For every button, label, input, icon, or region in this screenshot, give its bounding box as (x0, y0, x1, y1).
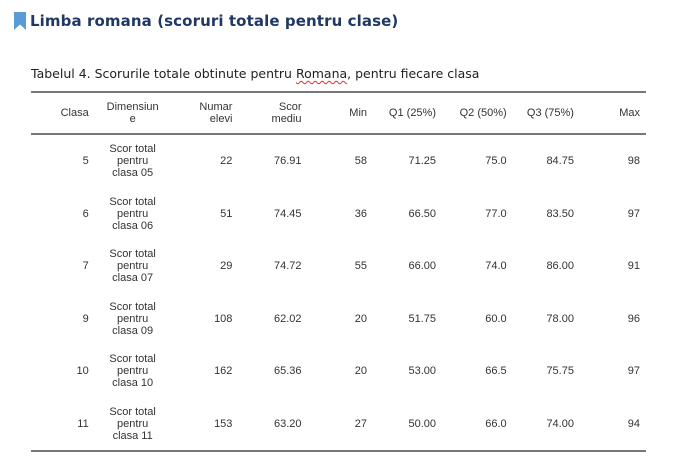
cell-max: 96 (627, 312, 640, 325)
cell-q1: 71.25 (408, 155, 436, 168)
cell-dimensiune: Scor total pentru clasa 10 (109, 353, 156, 390)
cell-q2: 77.0 (485, 207, 507, 220)
cell-max: 98 (627, 155, 640, 168)
cell-q1: 53.00 (408, 365, 436, 378)
cell-numar-elevi: 162 (214, 365, 233, 378)
cell-min: 36 (354, 207, 368, 220)
section-heading: Limba romana (scoruri totale pentru clas… (14, 12, 398, 30)
cell-q3: 86.00 (546, 260, 574, 273)
cell-scor-mediu: 76.91 (273, 155, 302, 168)
cell-dimensiune: Scor total pentru clasa 09 (109, 300, 156, 337)
header-dimensiune: Dimensiun e (106, 101, 159, 125)
caption-prefix: Tabelul 4. Scorurile totale obtinute pen… (31, 66, 296, 81)
cell-q3: 84.75 (546, 155, 574, 168)
header-min: Min (349, 107, 368, 119)
cell-scor-mediu: 65.36 (273, 365, 302, 378)
cell-clasa: 11 (77, 417, 89, 430)
cell-numar-elevi: 108 (214, 312, 233, 325)
cell-max: 91 (627, 260, 640, 273)
bookmark-icon (14, 12, 26, 30)
table-row: 6 Scor total pentru clasa 06 51 74.45 36 6… (31, 188, 646, 241)
table-row: 5 Scor total pentru clasa 05 22 76.91 58 7… (31, 134, 646, 188)
cell-clasa: 7 (82, 260, 89, 273)
header-scor-mediu: Scor mediu (271, 101, 302, 125)
cell-numar-elevi: 51 (220, 207, 233, 220)
cell-dimensiune: Scor total pentru clasa 06 (109, 195, 156, 232)
scores-table: Clasa Dimensiun e Numar elevi Scor mediu Mi… (31, 91, 646, 452)
cell-numar-elevi: 22 (220, 155, 233, 168)
cell-q1: 66.50 (408, 207, 436, 220)
cell-clasa: 10 (76, 365, 89, 378)
cell-scor-mediu: 63.20 (273, 417, 302, 430)
cell-scor-mediu: 74.72 (273, 260, 302, 273)
table-row: 10 Scor total pentru clasa 10 162 65.36 20… (31, 345, 646, 398)
table-caption: Tabelul 4. Scorurile totale obtinute pen… (31, 66, 479, 81)
cell-q1: 51.75 (408, 312, 436, 325)
cell-q1: 66.00 (408, 260, 436, 273)
cell-q2: 60.0 (485, 312, 507, 325)
header-numar-elevi: Numar elevi (199, 101, 233, 125)
cell-dimensiune: Scor total pentru clasa 07 (109, 248, 156, 285)
cell-clasa: 5 (82, 155, 89, 168)
cell-min: 55 (354, 260, 368, 273)
cell-q3: 78.00 (546, 312, 574, 325)
cell-min: 20 (354, 312, 368, 325)
cell-scor-mediu: 74.45 (273, 207, 302, 220)
cell-q2: 75.0 (485, 155, 507, 168)
caption-suffix: , pentru fiecare clasa (347, 66, 480, 81)
cell-q1: 50.00 (408, 417, 436, 430)
cell-clasa: 6 (82, 207, 89, 220)
table-row: 9 Scor total pentru clasa 09 108 62.02 20 … (31, 293, 646, 346)
header-q2: Q2 (50%) (459, 107, 507, 119)
cell-max: 97 (627, 207, 640, 220)
heading-title: Limba romana (scoruri totale pentru clas… (30, 12, 399, 30)
cell-q2: 66.5 (485, 365, 507, 378)
cell-q2: 66.0 (485, 417, 507, 430)
cell-max: 94 (627, 417, 640, 430)
cell-q3: 83.50 (546, 207, 574, 220)
cell-max: 97 (627, 365, 640, 378)
cell-min: 58 (354, 155, 368, 168)
header-max: Max (619, 107, 640, 119)
cell-dimensiune: Scor total pentru clasa 05 (109, 143, 156, 180)
cell-clasa: 9 (82, 312, 89, 325)
caption-highlight-word[interactable]: Romana (295, 66, 348, 81)
cell-numar-elevi: 29 (220, 260, 233, 273)
cell-min: 20 (354, 365, 368, 378)
cell-min: 27 (354, 417, 368, 430)
cell-scor-mediu: 62.02 (273, 312, 302, 325)
cell-dimensiune: Scor total pentru clasa 11 (109, 405, 156, 442)
cell-q3: 74.00 (546, 417, 574, 430)
table-row: 11 Scor total pentru clasa 11 153 63.20 27… (31, 398, 646, 451)
header-row: Clasa Dimensiun e Numar elevi Scor mediu Mi… (31, 92, 646, 134)
cell-q2: 74.0 (485, 260, 507, 273)
header-q3: Q3 (75%) (526, 107, 574, 119)
cell-q3: 75.75 (546, 365, 574, 378)
cell-numar-elevi: 153 (214, 417, 233, 430)
table-row: 7 Scor total pentru clasa 07 29 74.72 55 6… (31, 240, 646, 293)
header-q1: Q1 (25%) (388, 107, 436, 119)
header-clasa: Clasa (60, 107, 89, 119)
